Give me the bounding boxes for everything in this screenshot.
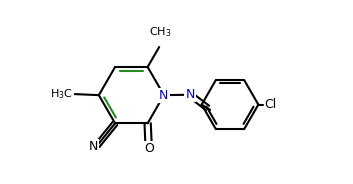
Text: CH$_3$: CH$_3$	[149, 25, 172, 39]
Text: N: N	[185, 88, 195, 101]
Text: O: O	[144, 142, 154, 155]
Text: N: N	[89, 140, 98, 153]
Text: Cl: Cl	[265, 98, 277, 111]
Text: N: N	[159, 89, 169, 102]
Text: H$_3$C: H$_3$C	[50, 87, 73, 101]
